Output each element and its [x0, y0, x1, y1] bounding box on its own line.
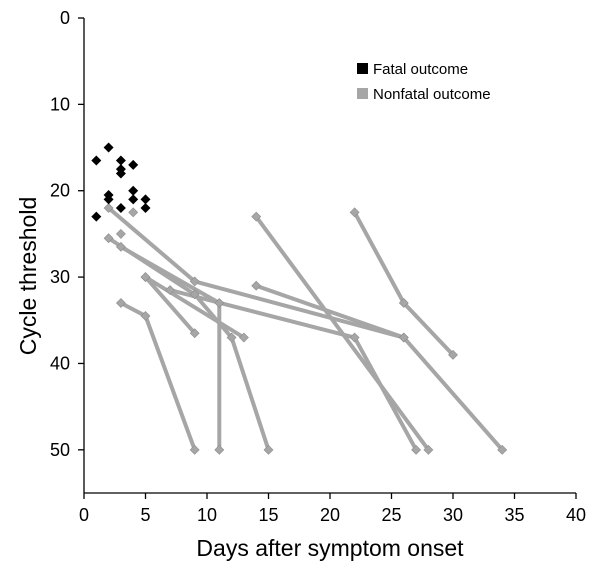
fatal-point [128, 194, 139, 205]
legend-fatal-swatch [357, 63, 368, 74]
x-tick-label: 0 [79, 505, 89, 525]
fatal-point [140, 194, 151, 205]
fatal-point [115, 155, 126, 166]
nonfatal-point [349, 332, 360, 343]
nonfatal-point [214, 298, 225, 308]
nonfatal-patient-line [118, 301, 197, 452]
x-axis-ticks: 0 5 10 15 20 25 30 35 40 [79, 493, 586, 525]
fatal-point [103, 142, 114, 153]
nonfatal-point [103, 203, 114, 213]
nonfatal-point [128, 207, 139, 218]
nonfatal-patient-line [143, 275, 246, 340]
nonfatal-patient-lines [106, 206, 505, 452]
fatal-point [91, 155, 102, 166]
y-axis-ticks: 0 10 20 30 40 50 [50, 8, 84, 460]
fatal-point [115, 168, 126, 179]
x-tick-label: 25 [381, 505, 401, 525]
nonfatal-point [497, 444, 508, 455]
nonfatal-point [448, 349, 458, 360]
nonfatal-point [189, 444, 200, 455]
fatal-point [140, 203, 151, 213]
nonfatal-point [103, 233, 114, 244]
fatal-point [128, 185, 139, 196]
nonfatal-patient-line [143, 275, 197, 336]
x-tick-label: 20 [320, 505, 340, 525]
x-tick-label: 15 [258, 505, 278, 525]
nonfatal-point [115, 298, 126, 308]
x-tick-label: 30 [443, 505, 463, 525]
nonfatal-patient-line [106, 206, 505, 452]
nonfatal-point [251, 280, 262, 291]
nonfatal-point [189, 276, 200, 287]
fatal-point [128, 159, 139, 170]
nonfatal-point [423, 444, 434, 455]
nonfatal-point [115, 228, 126, 239]
fatal-point [115, 203, 126, 213]
x-axis-title: Days after symptom onset [196, 535, 464, 561]
nonfatal-point [251, 211, 262, 222]
legend-nonfatal-swatch [357, 88, 368, 99]
legend-nonfatal-label: Nonfatal outcome [373, 86, 491, 103]
nonfatal-point [165, 285, 176, 295]
legend: Fatal outcome Nonfatal outcome [357, 61, 491, 103]
nonfatal-point [189, 289, 200, 300]
nonfatal-point [140, 272, 151, 283]
x-tick-label: 40 [566, 505, 586, 525]
x-tick-label: 10 [197, 505, 217, 525]
nonfatal-point [238, 332, 249, 343]
nonfatal-point [398, 332, 409, 343]
nonfatal-point [189, 328, 200, 339]
nonfatal-point [226, 332, 237, 343]
y-tick-label: 40 [50, 353, 70, 373]
nonfatal-patient-line [106, 236, 271, 452]
y-tick-label: 10 [50, 94, 70, 114]
y-tick-label: 30 [50, 267, 70, 287]
nonfatal-patient-line [254, 283, 406, 340]
y-axis-title: Cycle threshold [15, 197, 41, 356]
legend-fatal-label: Fatal outcome [373, 61, 468, 78]
fatal-markers [91, 142, 151, 222]
y-tick-label: 0 [60, 8, 70, 28]
x-tick-label: 35 [504, 505, 524, 525]
fatal-point [91, 211, 102, 222]
x-tick-label: 5 [140, 505, 150, 525]
nonfatal-point [263, 444, 274, 455]
fatal-point [103, 194, 114, 205]
y-tick-label: 50 [50, 440, 70, 460]
y-tick-label: 20 [50, 181, 70, 201]
nonfatal-markers [103, 203, 508, 455]
nonfatal-point [349, 207, 360, 218]
nonfatal-point [140, 311, 151, 321]
nonfatal-point [115, 241, 126, 252]
nonfatal-patient-line [254, 214, 431, 452]
nonfatal-point [398, 298, 409, 308]
nonfatal-point [214, 444, 225, 455]
nonfatal-point [411, 444, 422, 455]
